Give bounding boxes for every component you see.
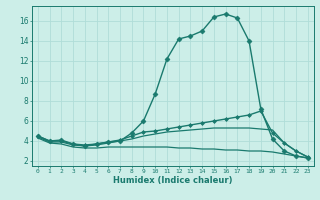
X-axis label: Humidex (Indice chaleur): Humidex (Indice chaleur) xyxy=(113,176,233,185)
